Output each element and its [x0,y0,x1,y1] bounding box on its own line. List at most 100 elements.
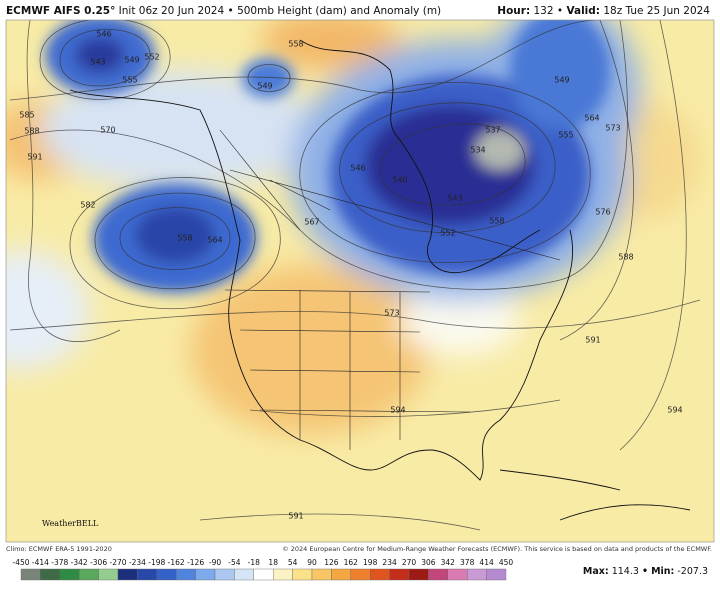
contour-label: 564 [584,114,599,123]
contour-label: 549 [124,56,139,65]
valid-label: Valid: [566,5,600,17]
contour-label: 573 [384,309,399,318]
colorbar-label: -450 [12,558,29,567]
colorbar-swatch [311,568,332,581]
colorbar-label: -162 [168,558,185,567]
contour-label: 534 [470,146,485,155]
colorbar-label: 54 [288,558,298,567]
contour-label: 588 [618,253,633,262]
colorbar-swatch [40,568,61,581]
logo: WeatherBELL [42,519,99,528]
colorbar-swatch [195,568,216,581]
colorbar-label: -270 [109,558,126,567]
max: 114.3 [612,566,639,577]
contour-label: 594 [667,406,682,415]
contour-label: 552 [144,53,159,62]
contour-label: 594 [390,406,405,415]
contour-label: 552 [440,229,455,238]
colorbar-swatch [486,568,507,581]
colorbar-label: 306 [421,558,436,567]
colorbar-label: -306 [90,558,107,567]
contour-label: 558 [288,40,303,49]
anomaly-cores [45,20,610,293]
stats: Max: 114.3 • Min: -207.3 [583,566,708,577]
colorbar-label: -90 [209,558,221,567]
colorbar-label: 234 [382,558,397,567]
colorbar-label: -378 [51,558,68,567]
contour-label: 591 [585,336,600,345]
colorbar-swatch [428,568,448,581]
colorbar-swatch [59,568,80,581]
colorbar-swatch [214,568,235,581]
colorbar-label: -54 [228,558,240,567]
colorbar-label: 450 [499,558,514,567]
colorbar-swatch [78,568,99,581]
contour-label: 573 [605,124,620,133]
separator: • [557,5,563,17]
contour-labels: 546 543 549 552 555 549 558 570 585 588 591 582 558 5… [19,30,682,521]
colorbar-swatch [467,568,487,581]
colorbar-label: -126 [187,558,204,567]
min-label: Min: [651,566,674,577]
contour-label: 588 [24,127,39,136]
copyright: © 2024 European Centre for Medium-Range … [282,545,712,553]
contour-label: 576 [595,208,610,217]
colorbar-label: 198 [363,558,378,567]
colorbar-swatch [350,568,371,581]
colorbar-swatch [20,568,41,581]
colorbar-swatch [234,568,254,581]
min: -207.3 [677,566,708,577]
valid: 18z Tue 25 Jun 2024 [603,5,710,17]
colorbar-swatch [408,568,429,581]
colorbar-swatch [389,568,410,581]
map: 546 543 549 552 555 549 558 570 585 588 591 582 558 5… [6,20,714,542]
contour-label: 582 [80,201,95,210]
header-right: Hour: 132 • Valid: 18z Tue 25 Jun 2024 [497,5,710,17]
colorbar-swatch [331,568,351,581]
contour-label: 546 [350,164,365,173]
colorbar-swatch [156,568,177,581]
colorbar-swatch [175,568,196,581]
colorbar-label: 162 [344,558,359,567]
colorbar-label: 18 [268,558,278,567]
contour-label: 540 [392,176,407,185]
colorbar-label: -414 [32,558,49,567]
contour-label: 570 [100,126,115,135]
contour-label: 585 [19,111,34,120]
contour-label: 558 [177,234,192,243]
contours [9,20,701,531]
colorbar-label: 270 [402,558,417,567]
separator: • [642,566,648,577]
colorbar-swatch [292,568,313,581]
hour: 132 [534,5,554,17]
hour-label: Hour: [497,5,530,17]
contour-label: 564 [207,236,222,245]
colorbar-swatch [447,568,468,581]
colorbar-label: 378 [460,558,475,567]
contour-label: 567 [304,218,319,227]
colorbar: -450 -414 -378 -342 -306 -270 -234 -198 -162 -126… [12,558,514,581]
map-frame [5,19,715,543]
contour-label: 537 [485,126,500,135]
model: ECMWF AIFS 0.25° [6,5,115,17]
init: Init 06z 20 Jun 2024 [119,5,225,17]
colorbar-label: 342 [441,558,456,567]
colorbar-swatch [370,568,390,581]
max-label: Max: [583,566,609,577]
borders [219,129,561,450]
colorbar-label: -198 [148,558,165,567]
colorbar-label: 90 [307,558,317,567]
coastlines [69,39,691,521]
contour-label: 591 [288,512,303,521]
contour-label: 555 [558,131,573,140]
contour-label: 543 [447,194,462,203]
colorbar-label: -342 [71,558,88,567]
contour-label: 591 [27,153,42,162]
contour-label: 549 [554,76,569,85]
colorbar-label: -18 [248,558,260,567]
colorbar-swatch [273,568,293,581]
separator: • [228,5,234,17]
colorbar-label: 414 [479,558,494,567]
header-left: ECMWF AIFS 0.25° Init 06z 20 Jun 2024 • … [6,5,441,17]
